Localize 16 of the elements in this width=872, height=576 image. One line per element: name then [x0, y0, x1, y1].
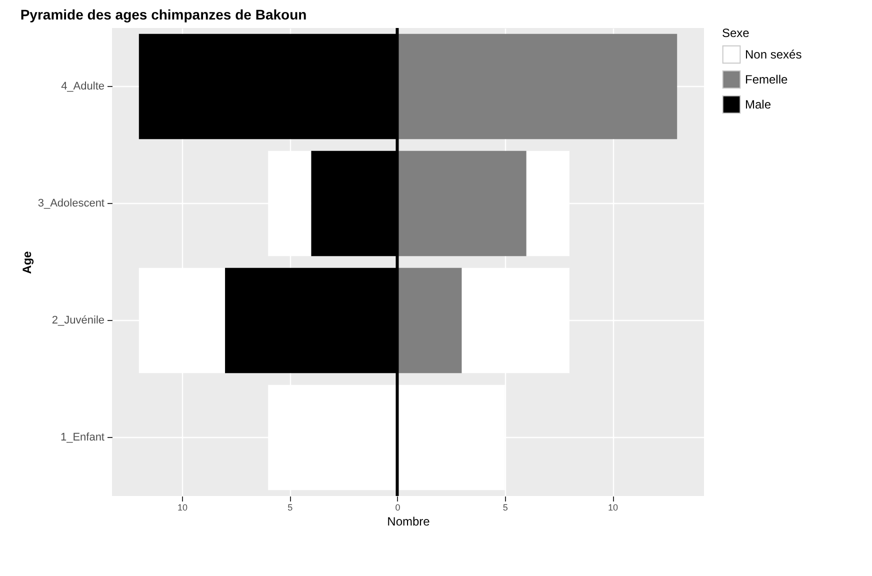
x-axis-title: Nombre — [387, 514, 430, 528]
y-tick-label: 4_Adulte — [61, 80, 104, 92]
y-tick-label: 3_Adolescent — [38, 198, 104, 210]
x-tick-label: 5 — [288, 502, 293, 512]
x-tick-label: 5 — [502, 502, 508, 512]
x-tick-label: 10 — [177, 502, 188, 512]
legend-title: Sexe — [722, 26, 750, 40]
legend-label: Male — [745, 98, 772, 112]
legend-label: Non sexés — [745, 48, 802, 62]
x-tick-label: 10 — [608, 502, 618, 512]
y-tick-label: 1_Enfant — [60, 432, 104, 444]
chart-title: Pyramide des ages chimpanzes de Bakoun — [20, 6, 307, 22]
x-tick-label: 0 — [395, 502, 400, 512]
y-tick-label: 2_Juvénile — [52, 314, 104, 326]
legend-label: Femelle — [745, 72, 788, 86]
y-axis-title: Age — [20, 250, 34, 274]
